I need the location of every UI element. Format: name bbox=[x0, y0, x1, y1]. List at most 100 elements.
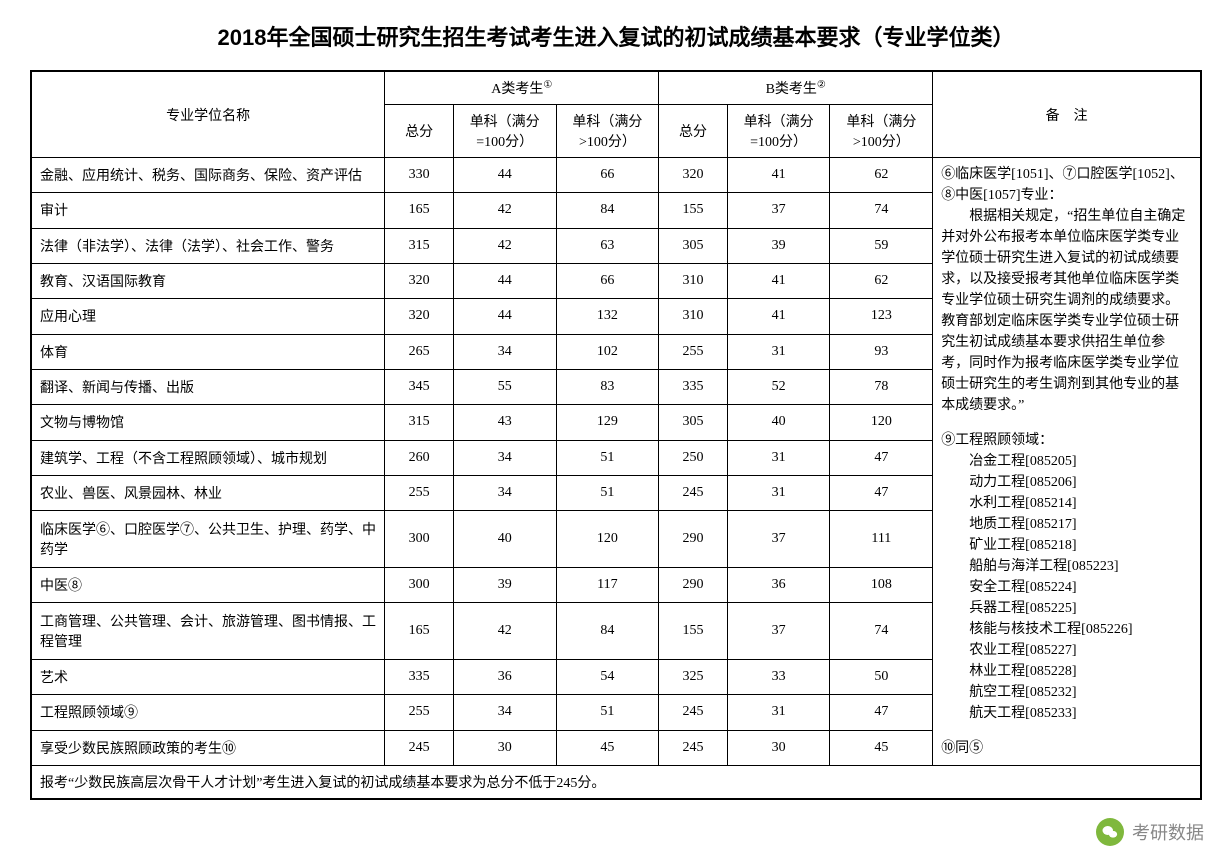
score-cell: 290 bbox=[659, 567, 727, 602]
score-cell: 44 bbox=[453, 299, 556, 334]
header-a-subgt100: 单科（满分>100分） bbox=[556, 105, 659, 158]
score-cell: 335 bbox=[659, 369, 727, 404]
score-cell: 260 bbox=[385, 440, 453, 475]
score-cell: 42 bbox=[453, 603, 556, 660]
score-cell: 63 bbox=[556, 228, 659, 263]
row-name: 享受少数民族照顾政策的考生⑩ bbox=[31, 730, 385, 766]
score-cell: 320 bbox=[385, 299, 453, 334]
score-cell: 155 bbox=[659, 193, 727, 228]
score-cell: 39 bbox=[727, 228, 830, 263]
score-cell: 129 bbox=[556, 405, 659, 440]
score-cell: 52 bbox=[727, 369, 830, 404]
score-cell: 245 bbox=[659, 695, 727, 730]
page-title: 2018年全国硕士研究生招生考试考生进入复试的初试成绩基本要求（专业学位类） bbox=[30, 20, 1202, 52]
score-cell: 62 bbox=[830, 158, 933, 193]
score-cell: 74 bbox=[830, 193, 933, 228]
header-b-subgt100: 单科（满分>100分） bbox=[830, 105, 933, 158]
header-cat-a-label: A类考生 bbox=[491, 82, 543, 97]
score-cell: 44 bbox=[453, 263, 556, 298]
score-cell: 37 bbox=[727, 603, 830, 660]
score-cell: 335 bbox=[385, 659, 453, 694]
score-cell: 300 bbox=[385, 567, 453, 602]
score-cell: 36 bbox=[727, 567, 830, 602]
score-cell: 325 bbox=[659, 659, 727, 694]
score-cell: 93 bbox=[830, 334, 933, 369]
score-cell: 305 bbox=[659, 228, 727, 263]
score-cell: 51 bbox=[556, 695, 659, 730]
watermark-label: 考研数据 bbox=[1132, 819, 1204, 845]
score-cell: 41 bbox=[727, 299, 830, 334]
score-cell: 31 bbox=[727, 440, 830, 475]
header-b-sub100: 单科（满分=100分） bbox=[727, 105, 830, 158]
score-cell: 45 bbox=[830, 730, 933, 766]
score-cell: 245 bbox=[659, 730, 727, 766]
score-cell: 255 bbox=[659, 334, 727, 369]
score-cell: 51 bbox=[556, 440, 659, 475]
score-cell: 255 bbox=[385, 475, 453, 510]
score-cell: 66 bbox=[556, 263, 659, 298]
header-cat-a: A类考生① bbox=[385, 71, 659, 105]
header-name: 专业学位名称 bbox=[31, 71, 385, 158]
row-name: 文物与博物馆 bbox=[31, 405, 385, 440]
score-cell: 315 bbox=[385, 228, 453, 263]
score-cell: 37 bbox=[727, 193, 830, 228]
footnote: 报考“少数民族高层次骨干人才计划”考生进入复试的初试成绩基本要求为总分不低于24… bbox=[31, 766, 1201, 800]
score-cell: 265 bbox=[385, 334, 453, 369]
score-cell: 40 bbox=[727, 405, 830, 440]
header-a-total: 总分 bbox=[385, 105, 453, 158]
score-cell: 34 bbox=[453, 475, 556, 510]
score-cell: 33 bbox=[727, 659, 830, 694]
score-cell: 132 bbox=[556, 299, 659, 334]
score-cell: 31 bbox=[727, 475, 830, 510]
header-notes: 备 注 bbox=[933, 71, 1201, 158]
score-cell: 47 bbox=[830, 475, 933, 510]
score-cell: 41 bbox=[727, 158, 830, 193]
header-b-total: 总分 bbox=[659, 105, 727, 158]
score-cell: 320 bbox=[659, 158, 727, 193]
score-cell: 50 bbox=[830, 659, 933, 694]
score-cell: 117 bbox=[556, 567, 659, 602]
score-cell: 47 bbox=[830, 695, 933, 730]
score-cell: 36 bbox=[453, 659, 556, 694]
score-cell: 66 bbox=[556, 158, 659, 193]
score-cell: 84 bbox=[556, 603, 659, 660]
score-cell: 45 bbox=[556, 730, 659, 766]
score-cell: 111 bbox=[830, 511, 933, 568]
score-cell: 44 bbox=[453, 158, 556, 193]
score-cell: 315 bbox=[385, 405, 453, 440]
score-cell: 300 bbox=[385, 511, 453, 568]
score-cell: 310 bbox=[659, 263, 727, 298]
score-cell: 41 bbox=[727, 263, 830, 298]
score-cell: 305 bbox=[659, 405, 727, 440]
score-cell: 120 bbox=[556, 511, 659, 568]
score-cell: 123 bbox=[830, 299, 933, 334]
table-row: 金融、应用统计、税务、国际商务、保险、资产评估33044663204162⑥临床… bbox=[31, 158, 1201, 193]
row-name: 临床医学⑥、口腔医学⑦、公共卫生、护理、药学、中药学 bbox=[31, 511, 385, 568]
row-name: 工商管理、公共管理、会计、旅游管理、图书情报、工程管理 bbox=[31, 603, 385, 660]
row-name: 建筑学、工程（不含工程照顾领域）、城市规划 bbox=[31, 440, 385, 475]
row-name: 应用心理 bbox=[31, 299, 385, 334]
score-cell: 40 bbox=[453, 511, 556, 568]
score-cell: 290 bbox=[659, 511, 727, 568]
score-cell: 245 bbox=[385, 730, 453, 766]
score-cell: 165 bbox=[385, 603, 453, 660]
header-a-sub100: 单科（满分=100分） bbox=[453, 105, 556, 158]
score-cell: 30 bbox=[727, 730, 830, 766]
score-cell: 155 bbox=[659, 603, 727, 660]
score-cell: 34 bbox=[453, 440, 556, 475]
score-cell: 39 bbox=[453, 567, 556, 602]
row-name: 教育、汉语国际教育 bbox=[31, 263, 385, 298]
score-cell: 34 bbox=[453, 334, 556, 369]
score-cell: 42 bbox=[453, 228, 556, 263]
score-cell: 31 bbox=[727, 695, 830, 730]
score-cell: 120 bbox=[830, 405, 933, 440]
row-name: 农业、兽医、风景园林、林业 bbox=[31, 475, 385, 510]
row-name: 审计 bbox=[31, 193, 385, 228]
score-cell: 255 bbox=[385, 695, 453, 730]
row-name: 工程照顾领域⑨ bbox=[31, 695, 385, 730]
score-cell: 59 bbox=[830, 228, 933, 263]
score-cell: 37 bbox=[727, 511, 830, 568]
score-cell: 34 bbox=[453, 695, 556, 730]
score-cell: 320 bbox=[385, 263, 453, 298]
row-name: 法律（非法学）、法律（法学）、社会工作、警务 bbox=[31, 228, 385, 263]
